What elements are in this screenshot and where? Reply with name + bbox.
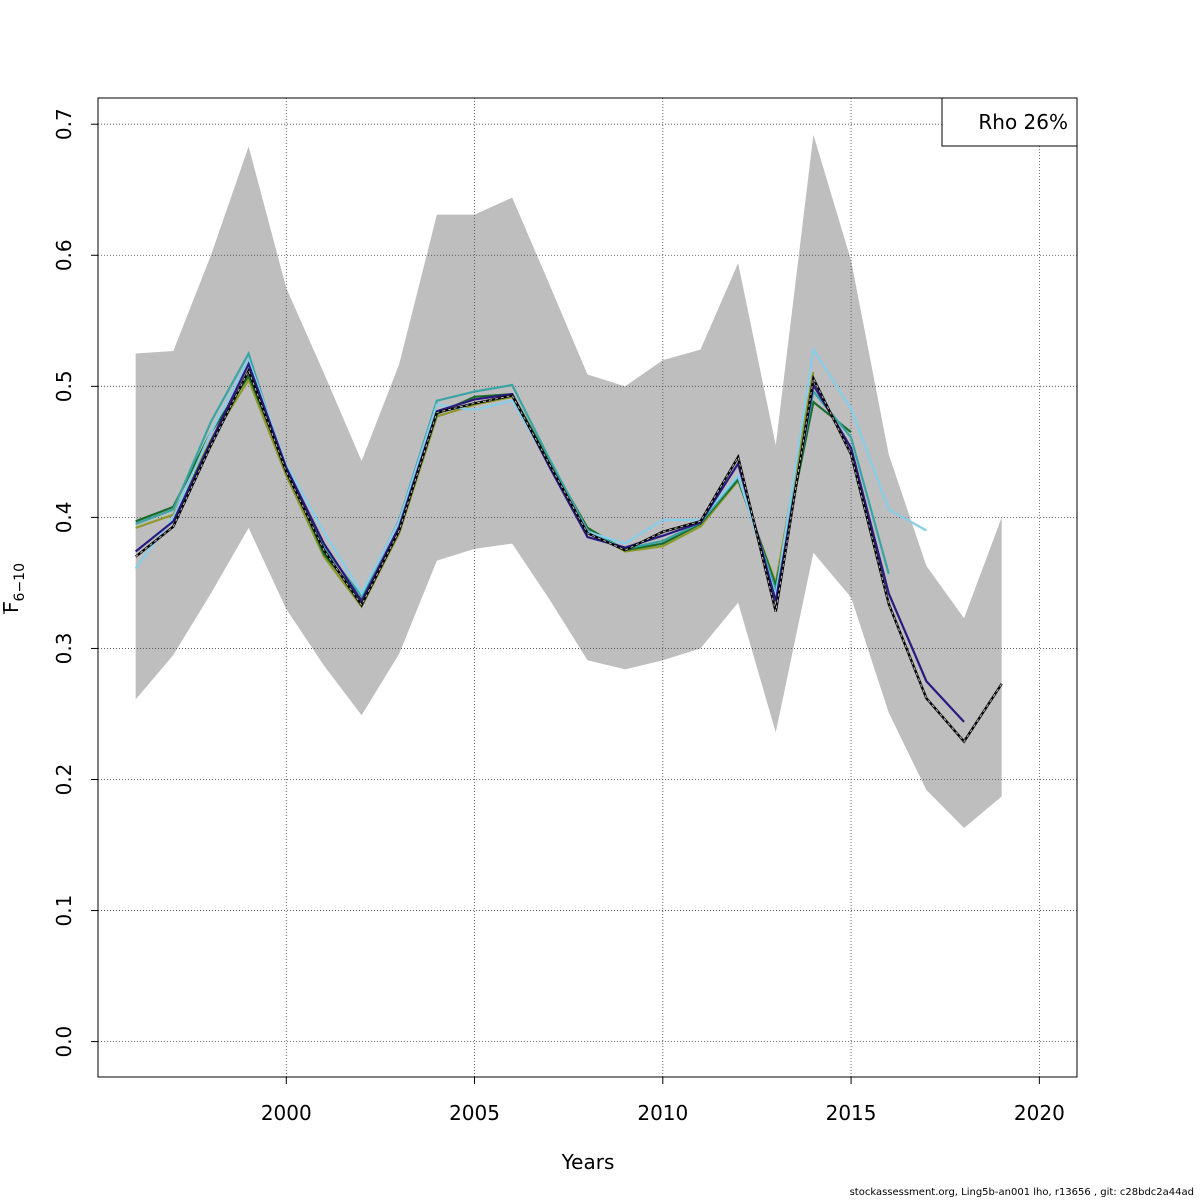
footer-credit: stockassessment.org, Ling5b-an001 lho, r… <box>849 1187 1194 1198</box>
series-lines <box>134 346 1003 744</box>
series-line-1-dash <box>135 369 1003 743</box>
y-tick-label: 0.7 <box>52 108 76 140</box>
confidence-band-area <box>135 134 1002 828</box>
series-line-6 <box>135 371 815 609</box>
y-tick-label: 0.2 <box>52 764 76 796</box>
legend: Rho 26% <box>941 97 1078 147</box>
plot-frame <box>97 97 1078 1078</box>
x-tick-label: 2000 <box>261 1101 312 1125</box>
x-axis-title: Years <box>561 1150 615 1174</box>
y-axis-title-subscript: 6−10 <box>12 563 28 601</box>
y-axis-title: F6−10 <box>0 563 28 614</box>
y-tick-label: 0.4 <box>52 501 76 533</box>
series-line-5 <box>135 373 852 602</box>
y-axis: 0.0 0.1 0.2 0.3 0.4 0.5 0.6 0.7 <box>52 108 98 1058</box>
y-tick-label: 0.6 <box>52 239 76 271</box>
svg-text:F6−10: F6−10 <box>0 563 28 613</box>
x-tick-label: 2020 <box>1014 1101 1065 1125</box>
confidence-band <box>135 134 1002 828</box>
x-tick-label: 2010 <box>637 1101 688 1125</box>
y-tick-label: 0.1 <box>52 895 76 927</box>
x-axis: 2000 2005 2010 2015 2020 <box>261 1077 1065 1125</box>
legend-text: Rho 26% <box>978 110 1068 134</box>
y-tick-label: 0.5 <box>52 370 76 402</box>
x-tick-label: 2005 <box>449 1101 500 1125</box>
x-tick-label: 2015 <box>826 1101 877 1125</box>
y-tick-label: 0.3 <box>52 633 76 665</box>
grid-lines <box>98 98 1077 1077</box>
legend-box <box>941 97 1078 147</box>
y-axis-title-main: F <box>0 601 23 613</box>
y-tick-label: 0.0 <box>52 1026 76 1058</box>
